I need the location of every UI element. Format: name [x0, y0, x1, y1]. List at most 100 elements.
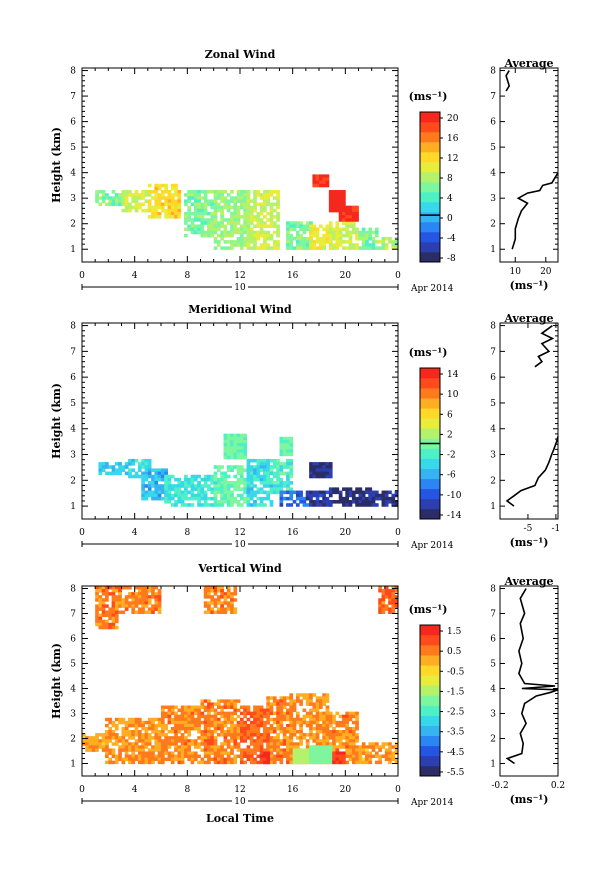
heatmap-cell [243, 190, 247, 194]
heatmap-cell [203, 484, 208, 488]
heatmap-cell [384, 742, 389, 746]
heatmap-cell [249, 720, 254, 725]
heatmap-cell [147, 458, 152, 463]
heatmap-cell [342, 503, 346, 507]
heatmap-cell [200, 224, 205, 228]
heatmap-cell [174, 739, 178, 743]
colorbar-tick-label: 0 [447, 214, 453, 224]
heatmap-cell [154, 199, 159, 203]
colorbar-segment [420, 182, 440, 193]
heatmap-cell [197, 215, 201, 219]
heatmap-cell [131, 754, 136, 759]
heatmap-cell [282, 443, 287, 447]
y-axis-label: Height (km) [50, 643, 63, 719]
heatmap-cell [121, 739, 126, 743]
day-label-bg [232, 795, 248, 805]
heatmap-cell [276, 717, 280, 722]
heatmap-cell [338, 202, 343, 207]
heatmap-cell [338, 745, 343, 749]
heatmap-cell [207, 601, 211, 605]
heatmap-cell [118, 754, 122, 759]
heatmap-cell [289, 496, 294, 501]
heatmap-cell [384, 604, 389, 608]
heatmap-cell [266, 224, 271, 228]
heatmap-cell [187, 481, 192, 485]
heatmap-cell [170, 215, 175, 219]
heatmap-cell [108, 720, 113, 725]
heatmap-cell [309, 246, 313, 250]
heatmap-cell [147, 465, 152, 469]
heatmap-cell [342, 496, 346, 501]
heatmap-cell [269, 236, 274, 241]
heatmap-cell [351, 757, 356, 762]
heatmap-cell [161, 751, 165, 755]
heatmap-cell [154, 196, 159, 200]
heatmap-cell [147, 720, 152, 725]
heatmap-cell [134, 196, 139, 200]
heatmap-cell [299, 233, 303, 238]
heatmap-cell [91, 748, 96, 752]
heatmap-cell [134, 720, 139, 725]
heatmap-cell [187, 211, 192, 216]
heatmap-cell [368, 243, 373, 247]
heatmap-cell [226, 500, 231, 504]
heatmap-cell [226, 208, 231, 213]
heatmap-cell [134, 598, 139, 602]
heatmap-cell [134, 717, 139, 722]
heatmap-cell [187, 215, 192, 219]
heatmap-cell [203, 586, 208, 590]
heatmap-cell [269, 723, 274, 728]
heatmap-cell [220, 246, 224, 250]
heatmap-cell [105, 465, 109, 469]
heatmap-cell [374, 503, 379, 507]
heatmap-cell [332, 208, 336, 213]
heatmap-cell [131, 598, 136, 602]
heatmap-cell [210, 474, 215, 479]
heatmap-cell [246, 202, 251, 207]
heatmap-cell [312, 714, 317, 719]
heatmap-cell [207, 736, 211, 740]
colorbar-tick-label: 20 [447, 114, 459, 124]
heatmap-cell [309, 230, 313, 235]
heatmap-cell [147, 726, 152, 731]
heatmap-cell [180, 717, 185, 722]
heatmap-cell [381, 610, 386, 614]
heatmap-cell [368, 745, 373, 749]
heatmap-cell [315, 723, 320, 728]
heatmap-cell [157, 592, 162, 596]
heatmap-cell [213, 723, 218, 728]
heatmap-cell [223, 610, 228, 614]
heatmap-cell [263, 230, 267, 235]
heatmap-cell [345, 717, 350, 722]
heatmap-cell [243, 751, 247, 755]
heatmap-cell [286, 227, 290, 232]
heatmap-cells [95, 174, 399, 250]
heatmap-cell [187, 490, 192, 495]
heatmap-cell [101, 610, 106, 614]
heatmap-cell [305, 748, 310, 752]
heatmap-cell [266, 211, 271, 216]
heatmap-cell [246, 745, 251, 749]
heatmap-cell [233, 760, 238, 765]
heatmap-cell [213, 218, 218, 222]
heatmap-cell [282, 711, 287, 716]
colorbar-segment [420, 428, 440, 439]
heatmap-cell [141, 601, 145, 605]
heatmap-cell [187, 205, 192, 210]
heatmap-cell [272, 240, 277, 244]
heatmap-cell [226, 496, 231, 501]
heatmap-cell [161, 474, 165, 479]
heatmap-cell [216, 484, 221, 488]
heatmap-cell [230, 751, 234, 755]
heatmap-cell [259, 481, 264, 485]
heatmap-cell [335, 736, 340, 740]
heatmap-cell [111, 595, 116, 599]
heatmap-cell [272, 208, 277, 213]
heatmap-cell [174, 183, 178, 188]
heatmap-cell [263, 243, 267, 247]
heatmap-cell [213, 745, 218, 749]
heatmap-cell [358, 236, 363, 241]
heatmap-cell [253, 714, 257, 719]
heatmap-cell [164, 751, 168, 755]
